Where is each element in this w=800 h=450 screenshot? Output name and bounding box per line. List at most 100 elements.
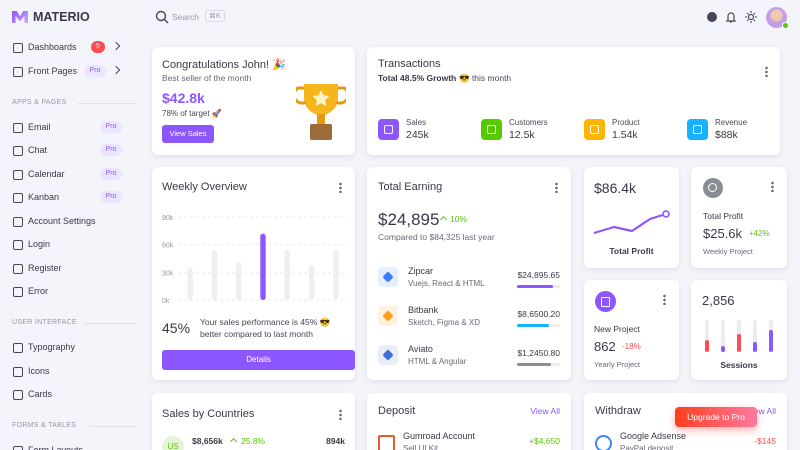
item-desc: Vuejs, React & HTML <box>408 279 485 288</box>
view-all-link[interactable]: View All <box>746 406 776 416</box>
bar <box>284 250 290 300</box>
upgrade-button[interactable]: Upgrade to Pro <box>675 407 757 427</box>
trophy-handles <box>296 86 346 105</box>
change: +42% <box>749 229 770 238</box>
icon-shape <box>745 11 757 23</box>
card-title: Sales by Countries <box>162 408 255 420</box>
details-button[interactable]: Details <box>162 350 355 370</box>
more-menu[interactable] <box>555 182 558 193</box>
section-header: USER INTERFACE <box>12 319 77 326</box>
amount: 2,856 <box>702 293 735 308</box>
bar-fill <box>769 330 773 352</box>
nav-item[interactable]: Chat <box>28 145 48 155</box>
subtitle: Best seller of the month <box>162 73 252 83</box>
search-icon <box>155 10 169 24</box>
view-all-link[interactable]: View All <box>530 406 560 416</box>
more-menu[interactable] <box>339 409 342 420</box>
nav-item[interactable]: Typography <box>28 342 76 352</box>
deposit-card: Deposit View All Gumroad Account Sell UI Ki… <box>367 393 571 450</box>
view-sales-button[interactable]: View Sales <box>162 125 214 143</box>
profit-chart-card: $86.4k Total Profit <box>584 167 679 268</box>
sessions-card: 2,856 Sessions <box>691 280 787 380</box>
item-amount: $24,895.65 <box>517 270 560 280</box>
y-tick-label: 30k <box>162 270 174 277</box>
nav-item[interactable]: Account Settings <box>28 215 96 226</box>
nav-item[interactable]: Register <box>28 262 62 273</box>
label: Total Profit <box>609 246 654 256</box>
title: New Project <box>594 324 640 334</box>
amount: $24,895 <box>378 210 440 229</box>
more-menu[interactable] <box>771 181 774 192</box>
nav-item[interactable]: Front Pages <box>28 65 78 76</box>
nav-item[interactable]: Error <box>28 286 48 296</box>
card-title: Congratulations John! 🎉 <box>162 59 286 71</box>
nav-badge: Pro <box>100 167 122 180</box>
nav-item[interactable]: Cards <box>28 389 53 399</box>
change: 10% <box>450 214 468 224</box>
up-arrow <box>229 437 238 446</box>
item-name: Bitbank <box>408 305 439 315</box>
trophy <box>296 84 346 140</box>
nav-item[interactable]: Calendar <box>28 168 65 179</box>
section-header: FORMS & TABLES <box>12 422 77 429</box>
nav-item[interactable]: Kanban <box>28 192 60 202</box>
item-name: Zipcar <box>408 266 434 276</box>
row-amount: +$4,650 <box>529 436 560 446</box>
nav-item[interactable]: Dashboards <box>28 42 77 52</box>
nav-icon <box>13 390 23 400</box>
bar <box>187 267 193 300</box>
nav-item[interactable]: Email <box>28 121 51 132</box>
search-input[interactable]: Search <box>172 12 199 22</box>
progress-fill <box>517 285 553 288</box>
nav-icon <box>13 240 23 250</box>
growth: Total 48.5% Growth <box>378 73 457 83</box>
nav-item[interactable]: Icons <box>28 365 50 376</box>
chevron <box>111 41 121 51</box>
card-title: Total Earning <box>378 181 443 193</box>
bar <box>236 262 242 300</box>
stat-icon-glyph <box>384 125 393 134</box>
nav-icon <box>13 193 23 203</box>
github-icon[interactable] <box>706 11 718 23</box>
item-name: Aviato <box>408 344 433 354</box>
bar-chart: 0k 30k 60k 90k <box>162 215 348 305</box>
row-desc: PayPal deposit <box>620 444 674 450</box>
nav-icon <box>13 66 23 77</box>
stat-label: Product <box>612 118 640 127</box>
more-menu[interactable] <box>663 294 666 305</box>
notifications-icon[interactable] <box>725 11 737 23</box>
new-project-card: New Project 862 -18% Yearly Project <box>584 280 679 380</box>
nav-icon <box>13 122 23 133</box>
total-earning-card: Total Earning $24,895 10% Compared to $84,3… <box>367 167 571 380</box>
nav-icon <box>13 366 23 377</box>
change: 25.8% <box>241 436 266 446</box>
card-title: Deposit <box>378 405 416 417</box>
row-desc: Sell UI Kit <box>403 444 439 450</box>
more-menu[interactable] <box>765 66 768 77</box>
avatar[interactable] <box>766 7 787 28</box>
theme-toggle[interactable] <box>745 11 757 23</box>
more-menu[interactable] <box>339 182 342 193</box>
bar-fill <box>721 346 725 352</box>
stat-value: 245k <box>406 129 429 141</box>
country-badge: US <box>162 436 184 450</box>
stat-icon-glyph <box>693 125 702 134</box>
label: Sessions <box>720 360 758 370</box>
row-icon <box>378 435 395 450</box>
nav-icon <box>13 446 23 450</box>
nav-icon <box>13 263 23 274</box>
nav-icon <box>13 343 23 353</box>
nav-badge: Pro <box>100 191 122 203</box>
stat-icon-glyph <box>590 125 599 134</box>
nav-item[interactable]: Login <box>28 239 51 249</box>
y-tick-label: 60k <box>162 243 174 250</box>
nav-item[interactable]: Form Layouts <box>28 445 84 450</box>
bar <box>308 264 315 300</box>
status-dot <box>782 22 789 29</box>
item-amount: $8,6500.20 <box>517 309 560 319</box>
y-tick-label: 0k <box>162 298 170 305</box>
progress-fill <box>517 324 549 327</box>
item-desc: HTML & Angular <box>408 357 467 366</box>
brand: MATERIO <box>33 10 90 24</box>
